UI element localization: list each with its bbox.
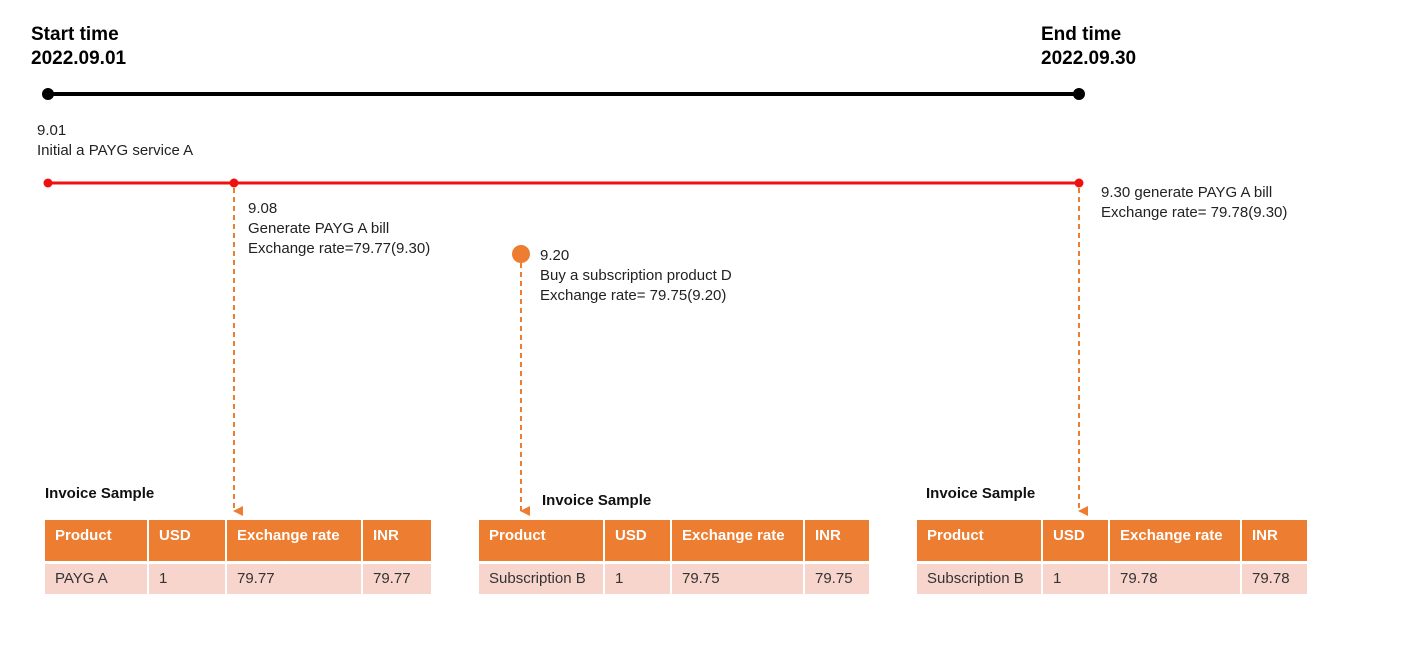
payg-start-dot (43, 178, 53, 188)
col-product: Product (45, 520, 149, 562)
col-inr: INR (804, 520, 869, 562)
start-time-label: Start time (31, 24, 119, 45)
event-930-note: 9.30 generate PAYG A bill Exchange rate=… (1101, 183, 1287, 223)
cell-product: Subscription B (917, 560, 1043, 594)
table-row: Subscription B 1 79.75 79.75 (479, 560, 869, 594)
event-920-text: Buy a subscription product D (540, 267, 732, 284)
invoice-1-table: Product USD Exchange rate INR PAYG A 1 7… (45, 520, 431, 594)
event-930-text: 9.30 generate PAYG A bill (1101, 184, 1273, 201)
event-901-text: Initial a PAYG service A (37, 142, 194, 159)
invoice-1-title: Invoice Sample (45, 485, 155, 502)
event-920-rate: Exchange rate= 79.75(9.20) (540, 287, 727, 304)
event-908-note: 9.08 Generate PAYG A bill Exchange rate=… (248, 199, 430, 259)
cell-exchange-rate: 79.75 (671, 560, 805, 594)
cell-product: PAYG A (45, 560, 149, 594)
table-header-row: Product USD Exchange rate INR (917, 520, 1307, 562)
cell-product: Subscription B (479, 560, 605, 594)
event-930-rate: Exchange rate= 79.78(9.30) (1101, 204, 1288, 221)
table-header-row: Product USD Exchange rate INR (45, 520, 431, 562)
cell-usd: 1 (148, 560, 227, 594)
invoice-3-table: Product USD Exchange rate INR Subscripti… (917, 520, 1307, 594)
table-row: Subscription B 1 79.78 79.78 (917, 560, 1307, 594)
invoice-2-table: Product USD Exchange rate INR Subscripti… (479, 520, 869, 594)
end-time-label: End time (1041, 24, 1122, 45)
col-usd: USD (604, 520, 672, 562)
col-usd: USD (148, 520, 227, 562)
col-exchange-rate: Exchange rate (226, 520, 363, 562)
table-row: PAYG A 1 79.77 79.77 (45, 560, 431, 594)
cell-inr: 79.75 (804, 560, 869, 594)
col-product: Product (479, 520, 605, 562)
end-dot (1073, 88, 1085, 100)
event-920-note: 9.20 Buy a subscription product D Exchan… (540, 246, 732, 306)
start-time-block: Start time 2022.09.01 (31, 23, 126, 71)
col-exchange-rate: Exchange rate (1109, 520, 1242, 562)
start-dot (42, 88, 54, 100)
subscription-920-dot (512, 245, 530, 263)
event-908-rate: Exchange rate=79.77(9.30) (248, 240, 431, 257)
event-908-text: Generate PAYG A bill (248, 220, 390, 237)
cell-exchange-rate: 79.77 (226, 560, 363, 594)
end-time-block: End time 2022.09.30 (1041, 23, 1136, 71)
col-usd: USD (1042, 520, 1110, 562)
col-product: Product (917, 520, 1043, 562)
payg-930-dot (1074, 178, 1084, 188)
col-inr: INR (362, 520, 431, 562)
invoice-3-title: Invoice Sample (926, 485, 1036, 502)
event-920-date: 9.20 (540, 247, 570, 264)
cell-inr: 79.78 (1241, 560, 1307, 594)
cell-usd: 1 (604, 560, 672, 594)
event-901-date: 9.01 (37, 122, 67, 139)
invoice-2-title: Invoice Sample (542, 492, 652, 509)
col-exchange-rate: Exchange rate (671, 520, 805, 562)
payg-908-dot (229, 178, 239, 188)
col-inr: INR (1241, 520, 1307, 562)
cell-usd: 1 (1042, 560, 1110, 594)
table-header-row: Product USD Exchange rate INR (479, 520, 869, 562)
end-time-date: 2022.09.30 (1041, 48, 1137, 69)
event-901-note: 9.01 Initial a PAYG service A (37, 121, 193, 161)
event-908-date: 9.08 (248, 200, 278, 217)
start-time-date: 2022.09.01 (31, 48, 127, 69)
cell-exchange-rate: 79.78 (1109, 560, 1242, 594)
cell-inr: 79.77 (362, 560, 431, 594)
